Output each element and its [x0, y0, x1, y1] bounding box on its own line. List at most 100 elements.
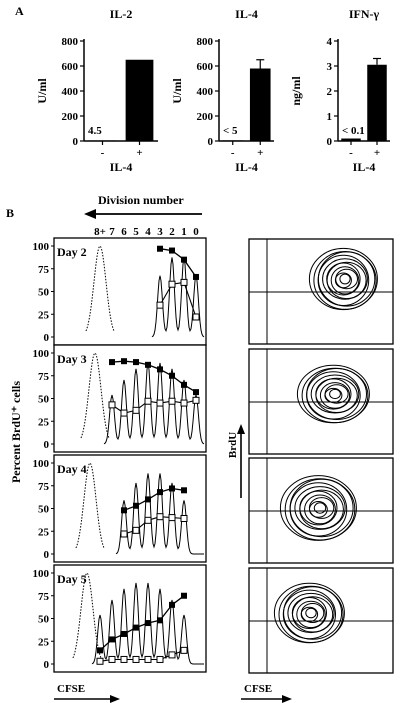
filled-square-marker [181, 592, 187, 599]
open-square-marker [144, 655, 152, 663]
y-tick-label: 0 [44, 332, 50, 344]
y-tick-label: 0 [44, 439, 50, 451]
day-label: Day 3 [57, 352, 87, 366]
day-label: Day 4 [57, 462, 87, 476]
filled-series-line [159, 248, 197, 278]
x-axis-label: IL-4 [110, 160, 133, 174]
filled-square-marker [169, 372, 175, 379]
y-tick-label: 800 [197, 36, 214, 48]
division-tick-label: 7 [109, 226, 115, 238]
cfse-histogram [103, 362, 205, 445]
filled-square-marker [169, 247, 175, 254]
bar-annotation: < 0.1 [342, 125, 365, 137]
filled-square-marker [133, 624, 139, 631]
chart-title: IL-2 [110, 7, 133, 21]
density-contour [284, 478, 356, 541]
filled-square-marker [157, 617, 163, 624]
density-contour [304, 494, 336, 525]
y-tick-label: 400 [197, 86, 214, 98]
day-label: Day 2 [57, 245, 87, 259]
y-tick-label: 50 [38, 394, 50, 406]
division-tick-label: 2 [169, 226, 175, 238]
bar-annotation: 4.5 [88, 125, 102, 137]
open-square-marker [120, 530, 128, 538]
bar-plus [125, 59, 154, 141]
bar-minus [88, 140, 117, 142]
density-contour [317, 254, 370, 306]
filled-square-marker [109, 636, 115, 643]
density-contour [326, 262, 361, 296]
open-square-marker [180, 646, 188, 654]
reference-histogram [72, 572, 102, 659]
cfse-arrow-left [54, 695, 120, 703]
open-square-marker [168, 651, 176, 659]
reference-histogram [75, 462, 105, 549]
day-label: Day 5 [57, 572, 87, 586]
y-tick-label: 75 [38, 591, 50, 603]
cfse-histogram [115, 473, 204, 555]
filled-square-marker [121, 507, 127, 514]
reference-histogram [80, 352, 110, 439]
density-contour [313, 502, 327, 514]
filled-square-marker [145, 620, 151, 627]
open-square-marker [192, 396, 200, 404]
filled-square-marker [97, 647, 103, 654]
y-axis-label: ng/ml [289, 76, 303, 106]
open-square-marker [120, 409, 128, 417]
bar-chart-il4: IL-4 0 200 400 600 800 U/ml - + < 5 IL-4 [170, 7, 274, 174]
cfse-label-right: CFSE [244, 683, 272, 695]
y-tick-label: 0 [44, 549, 50, 561]
y-axis-label: U/ml [170, 78, 184, 104]
density-contour [289, 482, 348, 537]
open-square-marker [180, 399, 188, 407]
y-tick-label: 0 [73, 136, 79, 148]
open-square-marker [180, 278, 188, 286]
x-tick-label: - [349, 147, 353, 159]
division-tick-label: 5 [133, 226, 139, 238]
division-tick-label: 6 [121, 226, 127, 238]
y-tick-label: 25 [38, 309, 50, 321]
division-tick-labels: 8+ 7 6 5 4 3 2 1 0 [94, 226, 199, 238]
x-tick-label: + [257, 147, 263, 159]
division-tick-label: 4 [145, 226, 151, 238]
bar-minus [222, 140, 244, 142]
contour-panels [248, 238, 394, 674]
open-square-marker [120, 655, 128, 663]
open-square-marker [144, 516, 152, 524]
brdu-label: BrdU [227, 432, 239, 458]
bar-plus [249, 68, 271, 141]
density-contour [329, 388, 341, 400]
y-tick-label: 25 [38, 416, 50, 428]
y-axis-label: U/ml [35, 78, 49, 104]
filled-square-marker [169, 485, 175, 492]
open-square-marker [132, 406, 140, 414]
division-tick-label: 3 [157, 226, 163, 238]
cfse-histogram [91, 582, 204, 665]
y-tick-label: 100 [33, 458, 50, 470]
histogram-frame [53, 344, 207, 453]
filled-square-marker [157, 489, 163, 496]
histogram-panel: 0 25 50 75 100 Day 2 [33, 237, 207, 346]
density-contour [315, 378, 352, 410]
y-tick-label: 0 [327, 136, 333, 148]
open-series-line [159, 281, 197, 318]
y-tick-label: 100 [33, 348, 50, 360]
y-tick-label: 100 [33, 241, 50, 253]
open-square-marker [168, 514, 176, 522]
contour-panel [248, 238, 394, 345]
open-square-marker [144, 397, 152, 405]
histogram-panels: 0 25 50 75 100 Day 2 0 25 50 75 100 Day 3 0 25 50 75 100… [33, 237, 207, 673]
y-tick-label: 0 [208, 136, 214, 148]
y-tick-label: 1 [327, 111, 333, 123]
density-contour [334, 272, 352, 289]
histogram-panel: 0 25 50 75 100 Day 4 [33, 454, 207, 563]
brdu-arrow [237, 424, 245, 498]
bar-annotation: < 5 [223, 125, 238, 137]
open-square-marker [156, 655, 164, 663]
open-square-marker [132, 655, 140, 663]
density-contour [319, 382, 351, 409]
y-tick-label: 0 [44, 659, 50, 671]
histogram-frame [53, 237, 207, 346]
filled-square-marker [157, 366, 163, 373]
